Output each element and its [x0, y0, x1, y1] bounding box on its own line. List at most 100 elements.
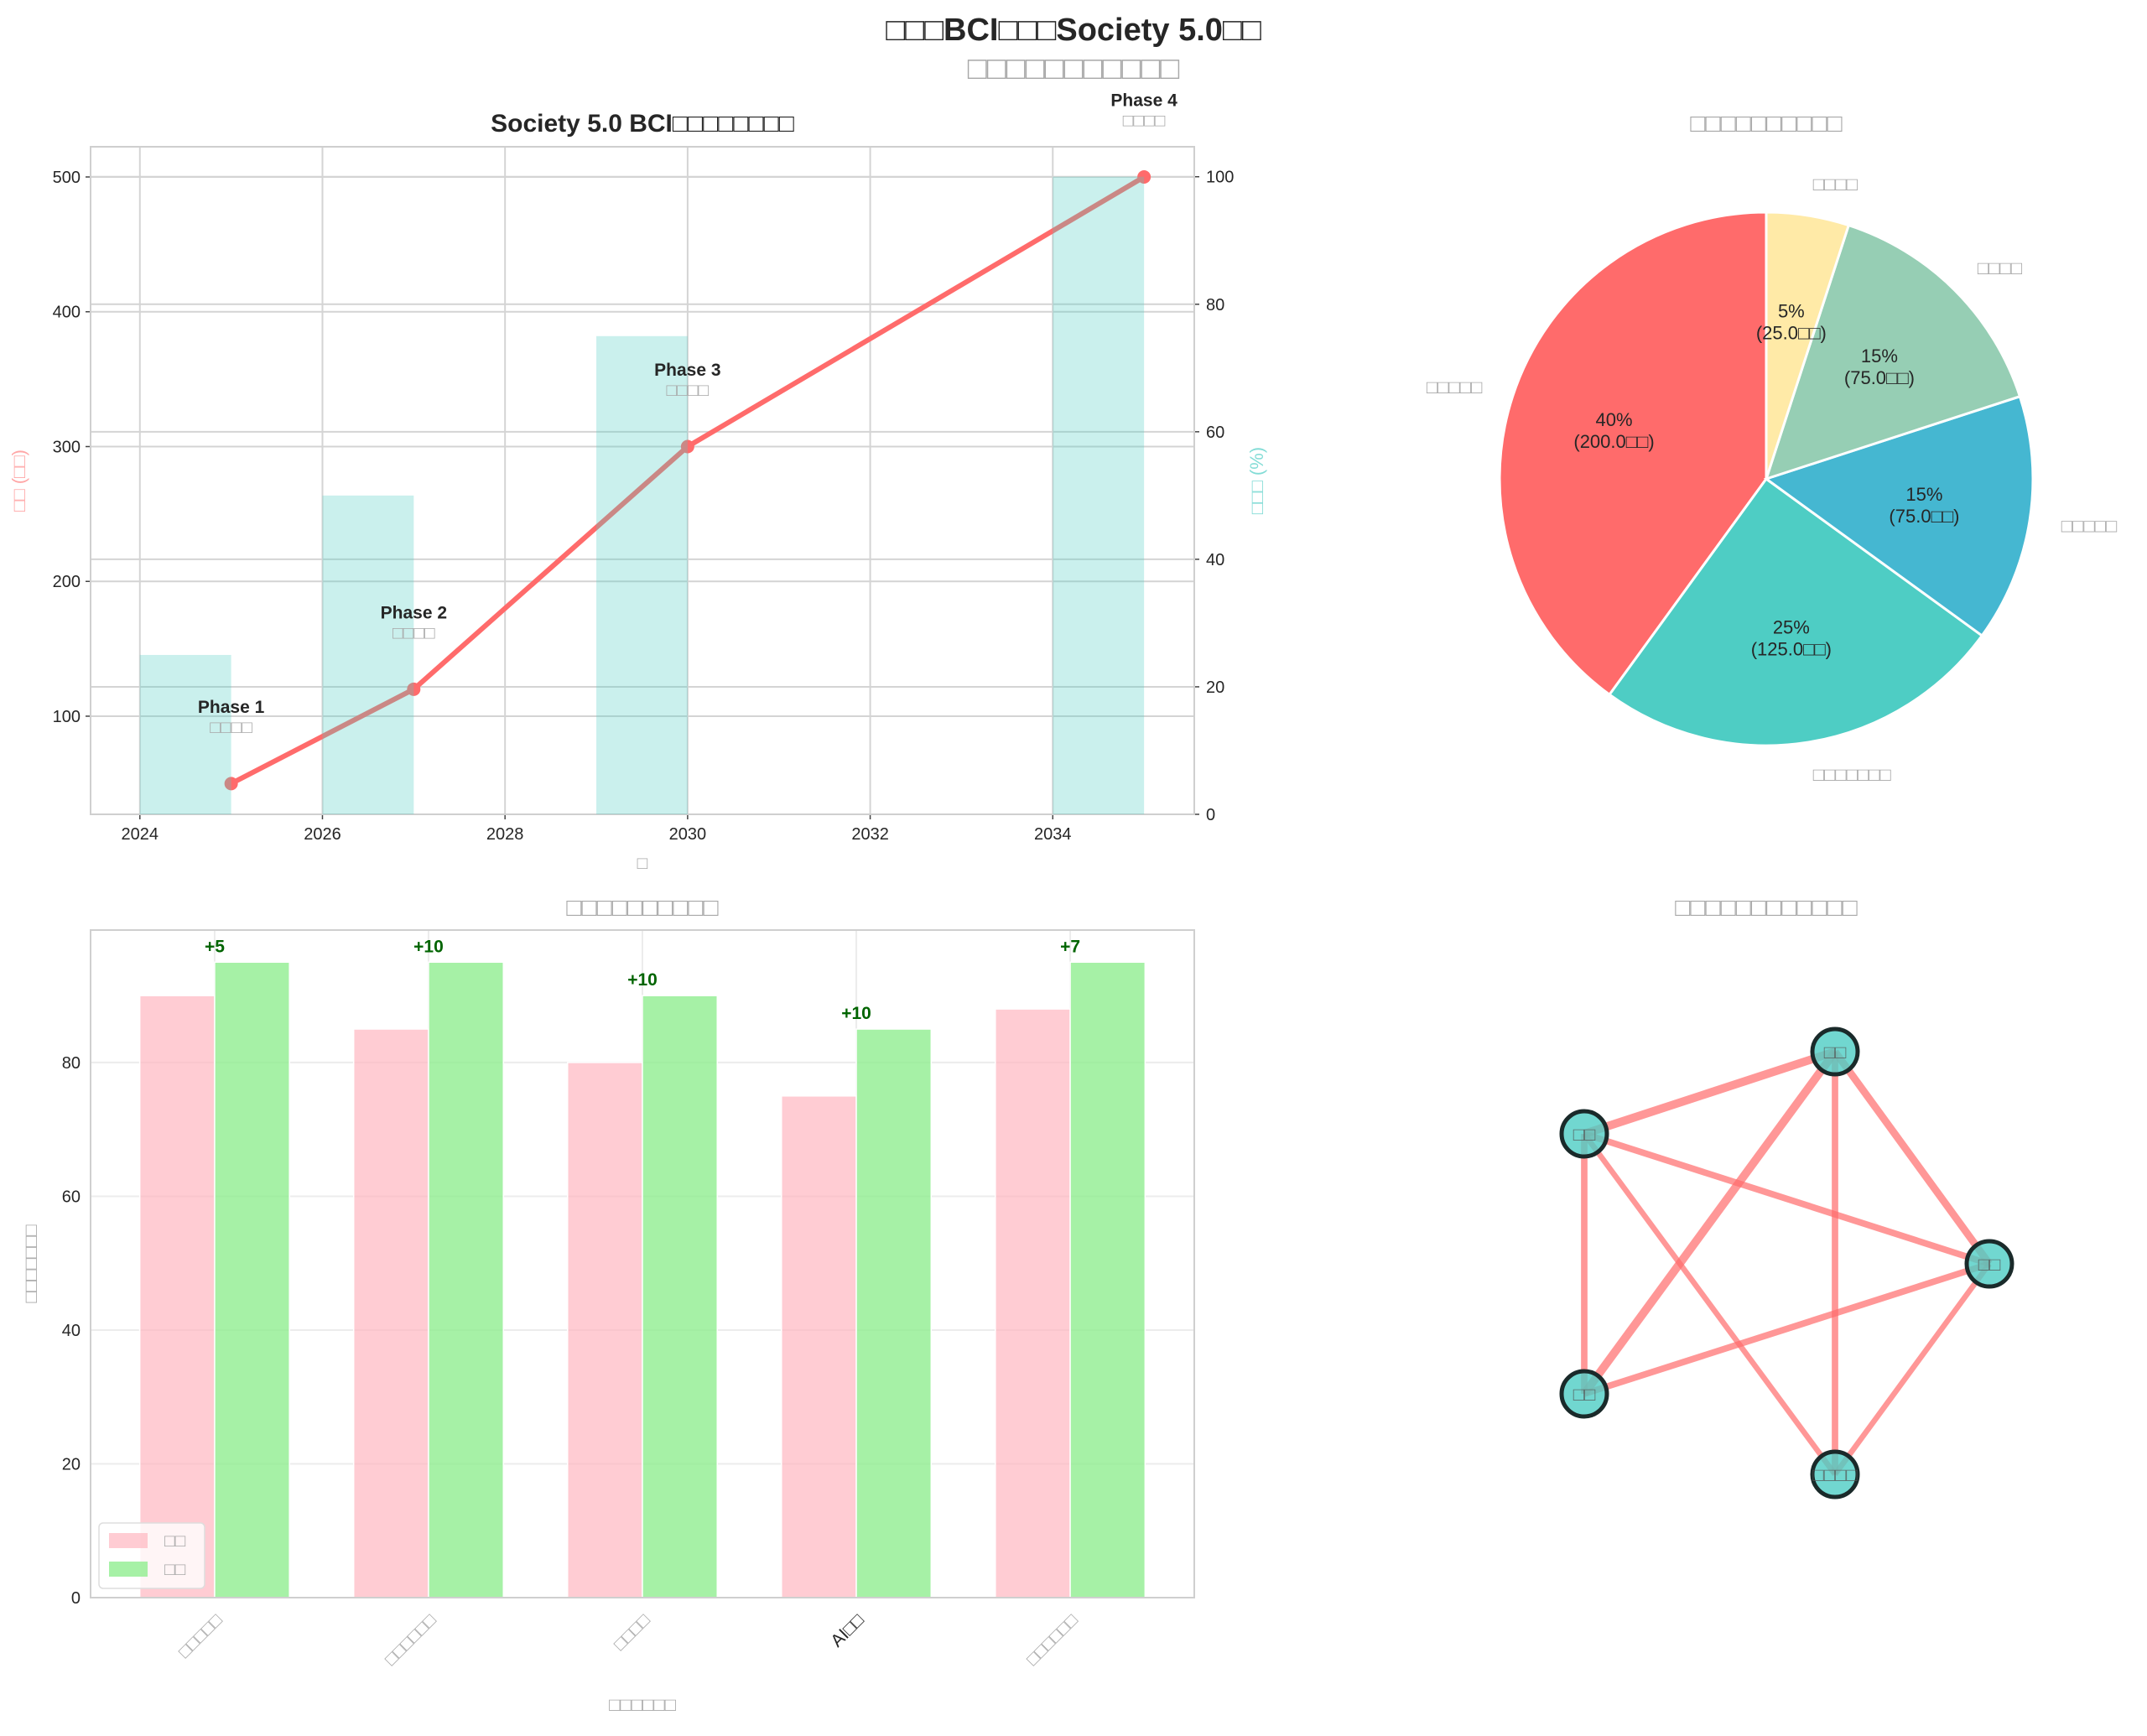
network-node — [1559, 1109, 1609, 1159]
phase-label: Phase 2 — [381, 603, 447, 622]
after-bar — [214, 961, 290, 1598]
pie-slice — [1498, 211, 1768, 697]
pie-slice — [1764, 223, 2022, 481]
y2-tick-label: 60 — [1206, 424, 1224, 442]
pie-label: □□□□□□□ — [1813, 764, 1891, 785]
timeline-chart: 2024 2026 2028 2030 2032 2034 100 200 300 400 500 0… — [8, 91, 1267, 873]
chart-title: Society 5.0 BCI□□□□□□□□ — [491, 110, 795, 138]
y-tick-label: 400 — [53, 304, 81, 322]
chart-title: □□□□□□□□□□ — [1690, 110, 1843, 138]
chart-title: □□□□□□□□□□□□ — [1675, 894, 1858, 922]
y2-axis-label: □□□ (%) — [1246, 447, 1267, 514]
diff-label: +10 — [413, 937, 444, 956]
phase-sublabel: □□□□ — [1123, 112, 1166, 131]
x-tick-label: 2030 — [669, 825, 707, 844]
phase-sublabel: □□□□ — [392, 623, 435, 642]
y-tick-label: 200 — [53, 573, 81, 591]
network-edge — [1582, 1132, 1838, 1476]
y2-tick-label: 40 — [1206, 551, 1224, 569]
network-node-label: □□ — [1978, 1254, 2001, 1275]
y-tick-label: 300 — [53, 438, 81, 456]
pie-pct-label: 25% — [1773, 616, 1810, 637]
pie-value-label: (25.0□□) — [1756, 323, 1827, 344]
network-node — [1559, 1369, 1609, 1419]
y-tick-label: 100 — [53, 708, 81, 726]
legend-box — [98, 1522, 205, 1589]
pie-label: □□□□□ — [2061, 516, 2117, 537]
diff-label: +7 — [1060, 937, 1080, 956]
after-bar — [428, 961, 504, 1598]
pie-slice — [1765, 211, 1851, 480]
network-node — [1964, 1239, 2014, 1289]
before-bar — [138, 995, 216, 1598]
x-tick-label: □□□□ — [610, 1610, 653, 1654]
y2-tick-label: 20 — [1206, 678, 1224, 697]
pie-pct-label: 15% — [1861, 346, 1898, 366]
y-tick-label: 0 — [71, 1589, 81, 1608]
network-node-label: □□□□ — [1812, 1464, 1857, 1485]
pie-pct-label: 5% — [1778, 301, 1805, 322]
x-tick-label: 2032 — [851, 825, 889, 844]
pie-slice — [1607, 476, 1984, 747]
before-bar — [995, 1008, 1071, 1598]
legend-label: □□ — [164, 1531, 186, 1551]
pie-slice — [1763, 394, 2035, 638]
y2-tick-label: 0 — [1206, 806, 1215, 824]
chart-title: □□□□□□□□□□ — [566, 894, 719, 922]
network-node — [1810, 1027, 1860, 1077]
pie-value-label: (125.0□□) — [1751, 638, 1832, 659]
diff-label: +10 — [627, 970, 658, 990]
plot-frame — [90, 146, 1195, 815]
network-edge — [1583, 1047, 1837, 1138]
pie-value-label: (75.0□□) — [1889, 506, 1959, 527]
adoption-bar — [1053, 176, 1145, 815]
y2-tick-label: 80 — [1206, 296, 1224, 314]
investment-point — [224, 777, 238, 791]
network-node — [1810, 1449, 1860, 1500]
legend-swatch — [109, 1533, 148, 1548]
after-bar — [1069, 961, 1146, 1598]
network-edge — [1581, 1049, 1838, 1396]
x-tick-label: □□□□□□ — [1023, 1610, 1082, 1669]
investment-point — [680, 439, 694, 454]
legend: □□ □□ — [98, 1522, 205, 1589]
after-bar — [642, 995, 719, 1598]
plot-frame — [90, 929, 1195, 1598]
network-edge — [1832, 1049, 1993, 1266]
figure-title-line1: □□□BCI□□□Society 5.0□□ — [886, 13, 1261, 48]
pie-chart: □□□□□ 40%(200.0□□) □□□□□□□ 25%(125.0□□) □□□□… — [1427, 110, 2117, 785]
x-tick-label: 2024 — [122, 825, 159, 844]
x-tick-label: □□□□□□ — [381, 1610, 439, 1669]
y-tick-label: 80 — [62, 1054, 81, 1073]
legend-label: □□ — [164, 1560, 186, 1579]
pie-value-label: (200.0□□) — [1573, 431, 1654, 452]
x-tick-label: □□□□□ — [174, 1610, 226, 1661]
y-tick-label: 500 — [53, 169, 81, 187]
after-bar — [855, 1028, 933, 1598]
network-edge — [1583, 1130, 1991, 1267]
before-bar — [352, 1028, 429, 1598]
investment-line — [230, 174, 1146, 787]
phase-sublabel: □□□□ — [667, 381, 710, 400]
figure-title-line2: □□□□□□□□□□□ — [968, 51, 1180, 86]
x-tick-label: 2034 — [1034, 825, 1072, 844]
pie-value-label: (75.0□□) — [1844, 367, 1915, 388]
diff-label: +5 — [205, 937, 225, 956]
y2-tick-label: 100 — [1206, 169, 1234, 187]
x-axis-label: □□□□□□ — [609, 1694, 676, 1715]
x-tick-label: 2028 — [486, 825, 524, 844]
x-tick-label: AI□□ — [827, 1610, 867, 1650]
legend-swatch — [109, 1562, 148, 1577]
phase-label: Phase 1 — [198, 698, 265, 717]
y-tick-label: 20 — [62, 1455, 81, 1474]
network-chart: □□□□□□□□□□□□□□□□□□□□□□□□ — [1559, 894, 2014, 1500]
network-node-label: □□ — [1824, 1042, 1847, 1063]
pie-pct-label: 40% — [1596, 409, 1633, 430]
y-tick-label: 40 — [62, 1322, 81, 1340]
adoption-bar — [322, 495, 414, 814]
phase-label: Phase 3 — [654, 361, 720, 380]
investment-point — [1137, 170, 1151, 185]
pie-label: □□□□ — [1978, 257, 2022, 278]
